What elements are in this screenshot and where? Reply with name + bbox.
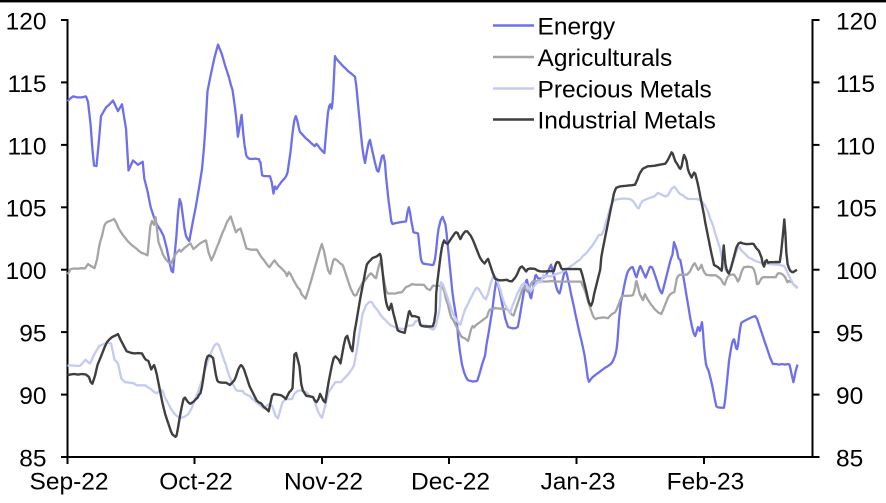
svg-text:100: 100	[6, 258, 47, 285]
svg-text:105: 105	[6, 196, 47, 223]
svg-text:95: 95	[19, 321, 46, 348]
svg-text:110: 110	[7, 133, 46, 160]
svg-text:Energy: Energy	[538, 13, 616, 40]
svg-text:90: 90	[19, 383, 46, 410]
svg-text:100: 100	[836, 258, 877, 285]
svg-text:Industrial Metals: Industrial Metals	[538, 107, 716, 134]
svg-text:Dec-22: Dec-22	[411, 469, 490, 496]
svg-text:Agriculturals: Agriculturals	[538, 45, 673, 72]
svg-text:110: 110	[836, 133, 875, 160]
svg-text:115: 115	[836, 71, 875, 98]
svg-text:115: 115	[7, 71, 46, 98]
svg-text:85: 85	[836, 445, 863, 472]
svg-text:Sep-22: Sep-22	[29, 469, 108, 496]
svg-text:90: 90	[836, 383, 863, 410]
svg-text:Oct-22: Oct-22	[159, 469, 233, 496]
svg-text:Nov-22: Nov-22	[284, 469, 363, 496]
svg-text:120: 120	[6, 8, 47, 35]
svg-text:95: 95	[836, 321, 863, 348]
svg-text:Precious Metals: Precious Metals	[538, 76, 712, 103]
svg-text:105: 105	[836, 196, 877, 223]
svg-text:Feb-23: Feb-23	[667, 469, 745, 496]
svg-text:Jan-23: Jan-23	[541, 469, 616, 496]
svg-text:120: 120	[836, 8, 877, 35]
svg-text:85: 85	[19, 445, 46, 472]
